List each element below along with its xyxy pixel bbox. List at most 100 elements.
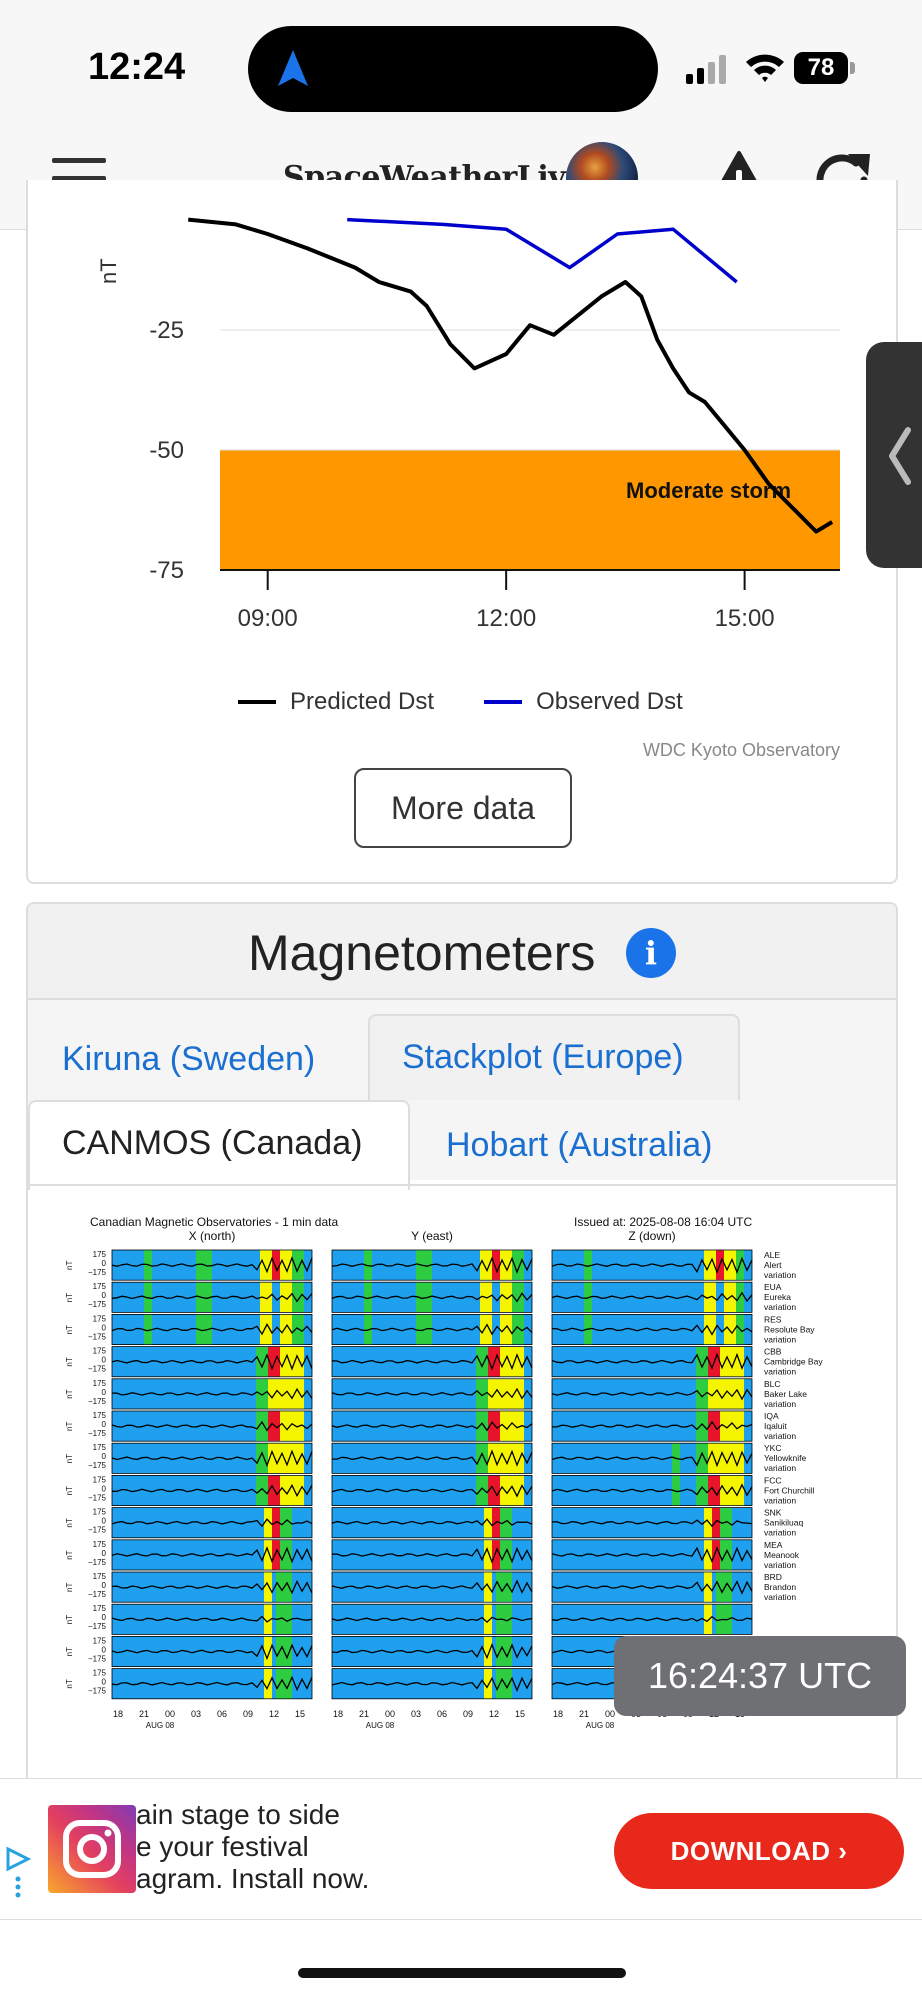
ad-banner[interactable]: ain stage to side e your festival agram. I…: [0, 1778, 922, 1920]
info-icon[interactable]: i: [626, 928, 676, 978]
dst-chart-card: Moderate storm -25 -50 -75 09:00 12:00 15:00…: [26, 180, 898, 884]
moderate-storm-band: [220, 450, 840, 570]
station-code: IQA: [764, 1411, 779, 1421]
magnetic-trace: [111, 1353, 313, 1371]
magnetic-trace: [111, 1518, 313, 1528]
activity-band: [256, 1475, 268, 1506]
legend-swatch-observed: [484, 700, 523, 704]
stackplot-y-tick: −175: [88, 1590, 107, 1599]
stackplot-y-tick: 175: [93, 1636, 107, 1645]
stackplot-unit: nT: [65, 1454, 74, 1463]
ad-text[interactable]: ain stage to side e your festival agram. I…: [136, 1799, 396, 1895]
stackplot-y-tick: −175: [88, 1558, 107, 1567]
activity-band: [292, 1282, 304, 1312]
more-data-button[interactable]: More data: [354, 768, 572, 848]
activity-band: [704, 1572, 712, 1602]
stackplot-y-tick: 0: [102, 1356, 107, 1365]
station-variation: variation: [764, 1334, 796, 1344]
tab-hobart[interactable]: Hobart (Australia): [446, 1126, 713, 1164]
tab-stackplot[interactable]: Stackplot (Europe): [368, 1014, 740, 1100]
magnetic-trace: [551, 1450, 753, 1468]
station-variation: variation: [764, 1270, 796, 1280]
stackplot-x-tick: 06: [217, 1709, 227, 1719]
magnetic-trace: [111, 1256, 313, 1274]
data-credit[interactable]: WDC Kyoto Observatory: [642, 740, 840, 760]
station-variation: variation: [764, 1431, 796, 1441]
activity-band: [484, 1540, 492, 1570]
magnetic-trace: [331, 1518, 533, 1527]
magnetic-trace: [551, 1546, 753, 1564]
magnetic-trace: [331, 1579, 533, 1594]
magnetic-trace: [111, 1643, 313, 1661]
x-tick-label: 09:00: [238, 605, 298, 632]
activity-band: [708, 1411, 720, 1441]
legend-item-observed[interactable]: Observed Dst: [484, 688, 683, 716]
magnetometers-title: Magnetometers: [248, 925, 596, 981]
x-tick-label: 15:00: [715, 605, 775, 632]
magnetic-trace: [551, 1352, 753, 1370]
activity-band: [280, 1250, 292, 1280]
stackplot-y-tick: 175: [93, 1347, 107, 1356]
location-arrow-icon: [278, 50, 308, 86]
stackplot-x-tick: 03: [191, 1709, 201, 1719]
stackplot-y-tick: 175: [93, 1379, 107, 1388]
activity-band: [256, 1443, 268, 1473]
station-code: BRD: [764, 1572, 782, 1582]
plot-column-title: X (north): [189, 1229, 236, 1243]
status-bar: 12:24 78: [0, 0, 922, 130]
stackplot-x-date: AUG 08: [146, 1721, 175, 1730]
magnetic-trace: [551, 1519, 753, 1528]
activity-band: [264, 1572, 272, 1602]
activity-band: [696, 1443, 708, 1473]
stackplot-x-date: AUG 08: [586, 1721, 615, 1730]
stackplot-y-tick: −175: [88, 1268, 107, 1277]
stackplot-y-tick: 175: [93, 1508, 107, 1517]
y-tick-label: -75: [149, 557, 184, 584]
ad-download-button[interactable]: DOWNLOAD ›: [614, 1813, 904, 1889]
tab-divider: [28, 1184, 896, 1186]
tab-canmos[interactable]: CANMOS (Canada): [28, 1100, 410, 1190]
legend-item-predicted[interactable]: Predicted Dst: [238, 688, 434, 716]
stackplot-y-tick: 0: [102, 1549, 107, 1558]
chart-legend: Predicted Dst Observed Dst: [238, 688, 683, 716]
instagram-logo-icon[interactable]: [48, 1805, 136, 1893]
stackplot-y-tick: 175: [93, 1282, 107, 1291]
stackplot-y-tick: 0: [102, 1613, 107, 1622]
stackplot-y-tick: 0: [102, 1517, 107, 1526]
stackplot-y-tick: −175: [88, 1654, 107, 1663]
y-axis-label: nT: [96, 258, 121, 284]
magnetic-trace: [111, 1387, 313, 1400]
activity-band: [720, 1443, 744, 1473]
magnetic-trace: [111, 1546, 313, 1564]
stackplot-y-tick: 175: [93, 1314, 107, 1323]
side-drawer-tab[interactable]: [866, 342, 922, 568]
ad-choices-icon[interactable]: [4, 1845, 32, 1901]
activity-band: [280, 1282, 292, 1312]
stackplot-unit: nT: [65, 1293, 74, 1302]
station-name: Baker Lake: [764, 1389, 807, 1399]
station-name: Iqaluit: [764, 1421, 787, 1431]
magnetic-trace: [331, 1421, 533, 1432]
stackplot-y-tick: −175: [88, 1332, 107, 1341]
ad-text-line: ain stage to side: [136, 1799, 340, 1830]
activity-band: [724, 1314, 736, 1345]
magnetic-trace: [551, 1324, 753, 1336]
legend-label-observed: Observed Dst: [536, 688, 683, 715]
activity-band: [144, 1314, 152, 1345]
magnetometers-card: Magnetometers i Kiruna (Sweden) Stackplo…: [26, 902, 898, 1902]
activity-band: [256, 1347, 268, 1377]
ad-text-line: agram. Install now.: [136, 1863, 370, 1894]
tab-kiruna[interactable]: Kiruna (Sweden): [62, 1040, 316, 1078]
home-indicator[interactable]: [298, 1968, 626, 1978]
stackplot-y-tick: −175: [88, 1365, 107, 1374]
wifi-icon: [746, 54, 784, 82]
magnetic-trace: [551, 1256, 753, 1275]
stackplot-y-tick: 0: [102, 1323, 107, 1332]
activity-band: [704, 1508, 712, 1538]
activity-band: [292, 1314, 304, 1345]
magnetic-trace: [331, 1484, 533, 1498]
magnetic-trace: [552, 1420, 753, 1431]
plot-column-title: Y (east): [411, 1229, 453, 1243]
activity-band: [416, 1282, 432, 1312]
station-code: MEA: [764, 1540, 783, 1550]
